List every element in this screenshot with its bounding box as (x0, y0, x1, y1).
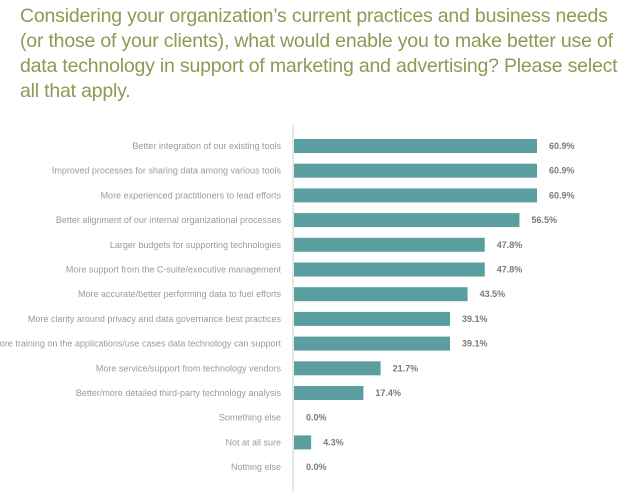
category-label: More service/support from technology ven… (96, 363, 282, 373)
category-label: More support from the C-suite/executive … (66, 265, 282, 275)
data-label: 21.7% (393, 363, 419, 373)
bar (294, 287, 468, 302)
data-label: 43.5% (480, 289, 506, 299)
data-label: 0.0% (306, 413, 327, 423)
category-label: Something else (219, 413, 281, 423)
bar (294, 237, 485, 252)
data-label: 4.3% (323, 437, 344, 447)
category-label: More training on the applications/use ca… (0, 339, 281, 349)
category-label: More accurate/better performing data to … (78, 289, 281, 299)
data-label: 17.4% (375, 388, 401, 398)
data-label: 39.1% (462, 339, 488, 349)
category-label: Improved processes for sharing data amon… (52, 166, 282, 176)
category-label: Better/more detailed third-party technol… (76, 388, 282, 398)
category-label: Better integration of our existing tools (132, 141, 281, 151)
category-label: Larger budgets for supporting technologi… (110, 240, 282, 250)
category-label: More experienced practitioners to lead e… (101, 190, 282, 200)
chart-title: Considering your organization’s current … (20, 5, 618, 102)
category-label: More clarity around privacy and data gov… (28, 314, 282, 324)
bar (294, 435, 312, 450)
data-label: 56.5% (531, 215, 557, 225)
data-label: 47.8% (497, 265, 523, 275)
bar (294, 361, 381, 376)
data-label: 60.9% (549, 190, 575, 200)
data-label: 39.1% (462, 314, 488, 324)
bar (294, 213, 520, 228)
category-label: Nothing else (231, 462, 281, 472)
bar (294, 262, 485, 277)
category-label: Not at all sure (225, 437, 281, 447)
data-label: 0.0% (306, 462, 327, 472)
bar (294, 336, 451, 351)
bar (294, 386, 364, 400)
data-label: 60.9% (549, 141, 575, 151)
data-label: 60.9% (549, 166, 575, 176)
bar (294, 188, 537, 203)
bar (294, 163, 537, 178)
bar (294, 139, 537, 153)
data-label: 47.8% (497, 240, 523, 250)
bar (294, 311, 451, 326)
category-label: Better alignment of our internal organiz… (56, 215, 282, 225)
